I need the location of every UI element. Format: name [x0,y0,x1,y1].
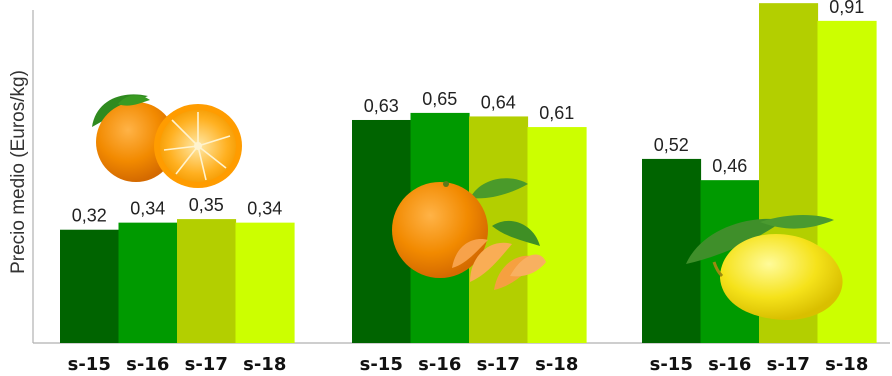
fruit-icons [92,94,843,320]
x-tick-group2-s-17: s-17 [477,354,520,375]
value-label-group1-s-15: 0,32 [72,206,107,226]
bar-group1-s-15 [60,229,120,343]
x-tick-group3-s-16: s-16 [708,354,751,375]
value-label-group3-s-18: 0,91 [829,0,864,17]
x-tick-group1-s-18: s-18 [243,354,286,375]
x-tick-group3-s-17: s-17 [767,354,810,375]
x-tick-group1-s-17: s-17 [185,354,228,375]
x-tick-group2-s-18: s-18 [535,354,578,375]
lemon-icon [686,215,843,320]
bar-group1-s-16 [118,222,178,343]
mandarin-icon [392,178,546,290]
value-label-group2-s-18: 0,61 [539,103,574,123]
x-tick-group1-s-16: s-16 [126,354,169,375]
value-label-group2-s-16: 0,65 [422,89,457,109]
value-label-group1-s-18: 0,34 [247,199,282,219]
x-tick-group3-s-18: s-18 [825,354,868,375]
value-label-group1-s-17: 0,35 [189,195,224,215]
x-tick-labels: s-15 s-16 s-17 s-18 s-15 s-16 s-17 s-18 s-15 s-16… [68,354,869,375]
value-label-group2-s-17: 0,64 [481,92,516,112]
bar-group1-s-18 [235,222,295,343]
bar-group1-s-17 [177,219,237,343]
value-label-group2-s-15: 0,63 [364,96,399,116]
value-label-group3-s-15: 0,52 [654,135,689,155]
orange-icon [92,94,242,188]
x-tick-group3-s-15: s-15 [650,354,693,375]
bar-group3-s-15 [642,158,702,343]
value-label-group3-s-16: 0,46 [712,156,747,176]
value-labels: 0,32 0,34 0,35 0,34 0,63 0,65 0,64 0,61 0,52 0,46… [72,0,865,226]
value-label-group1-s-16: 0,34 [130,199,165,219]
bar-group2-s-18 [527,127,587,343]
x-tick-group2-s-15: s-15 [360,354,403,375]
x-tick-group2-s-16: s-16 [418,354,461,375]
x-tick-group1-s-15: s-15 [68,354,111,375]
